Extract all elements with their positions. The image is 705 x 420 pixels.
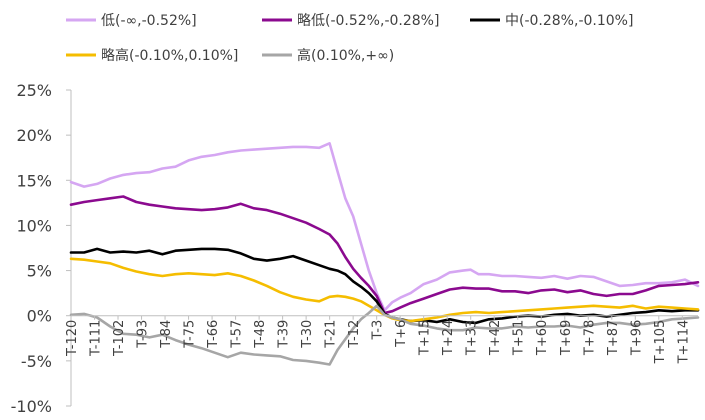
series-line-5 (69, 304, 700, 366)
legend-label: 略高(-0.10%,0.10%] (101, 47, 238, 64)
legend-item-5: 高(0.10%,+∞) (262, 47, 394, 64)
x-tick-label: T-48 (253, 320, 268, 349)
legend-item-4: 略高(-0.10%,0.10%] (66, 47, 238, 64)
legend-label: 高(0.10%,+∞) (297, 47, 394, 64)
x-tick-label: T+24 (441, 320, 456, 356)
y-tick-label: 0% (27, 307, 52, 326)
x-tick-label: T+96 (629, 320, 644, 356)
x-tick-label: T-12 (347, 320, 362, 349)
x-tick-label: T-102 (112, 320, 127, 357)
x-tick-label: T-84 (159, 320, 174, 349)
x-tick-label: T-21 (324, 320, 339, 349)
x-tick-label: T-39 (277, 320, 292, 349)
x-tick-label: T-120 (65, 320, 80, 357)
legend-item-2: 略低(-0.52%,-0.28%] (262, 13, 439, 29)
legend: 低(-∞,-0.52%] 略低(-0.52%,-0.28%] 中(-0.28%,-0… (66, 13, 633, 64)
x-tick-label: T+78 (582, 320, 597, 356)
x-tick-label: T-75 (183, 320, 198, 349)
legend-label: 中(-0.28%,-0.10%] (505, 13, 633, 29)
y-tick-label: 5% (27, 262, 52, 281)
x-tick-label: T-111 (89, 320, 104, 357)
series-line-4 (69, 257, 700, 323)
x-tick-label: T+69 (559, 320, 574, 356)
series-line-2 (69, 195, 700, 315)
x-tick-label: T+114 (676, 320, 691, 365)
x-tick-label: T-93 (136, 320, 151, 349)
y-tick-label: -10% (11, 397, 52, 416)
legend-label: 低(-∞,-0.52%] (101, 13, 197, 29)
x-tick-label: T-57 (230, 320, 245, 349)
x-tick-label: T-3 (371, 320, 386, 341)
y-tick-label: -5% (21, 352, 52, 371)
y-tick-label: 15% (16, 171, 52, 190)
x-tick-label: T-66 (206, 320, 221, 349)
series-line-3 (69, 247, 700, 325)
x-tick-label: T+51 (512, 320, 527, 356)
x-tick-label: T+60 (535, 320, 550, 356)
x-tick-label: T+105 (653, 320, 668, 365)
y-tick-label: 25% (16, 81, 52, 100)
x-tick-label: T+42 (488, 320, 503, 356)
legend-label: 略低(-0.52%,-0.28%] (297, 13, 439, 29)
y-tick-label: 10% (16, 216, 52, 235)
y-tick-label: 20% (16, 126, 52, 145)
series-line-1 (69, 142, 700, 312)
x-tick-label: T+87 (606, 320, 621, 356)
legend-item-3: 中(-0.28%,-0.10%] (470, 13, 633, 29)
x-tick-label: T+6 (394, 320, 409, 348)
x-tick-label: T-30 (300, 320, 315, 349)
legend-item-1: 低(-∞,-0.52%] (66, 13, 197, 29)
y-axis: 25% 20% 15% 10% 5% 0% -5% -10% (11, 81, 72, 416)
x-tick-label: T+33 (465, 320, 480, 356)
x-axis: T-120 T-111 T-102 T-93 T-84 T-75 T-66 T-57 T-48 T… (65, 315, 698, 365)
x-tick-label: T+15 (418, 320, 433, 356)
